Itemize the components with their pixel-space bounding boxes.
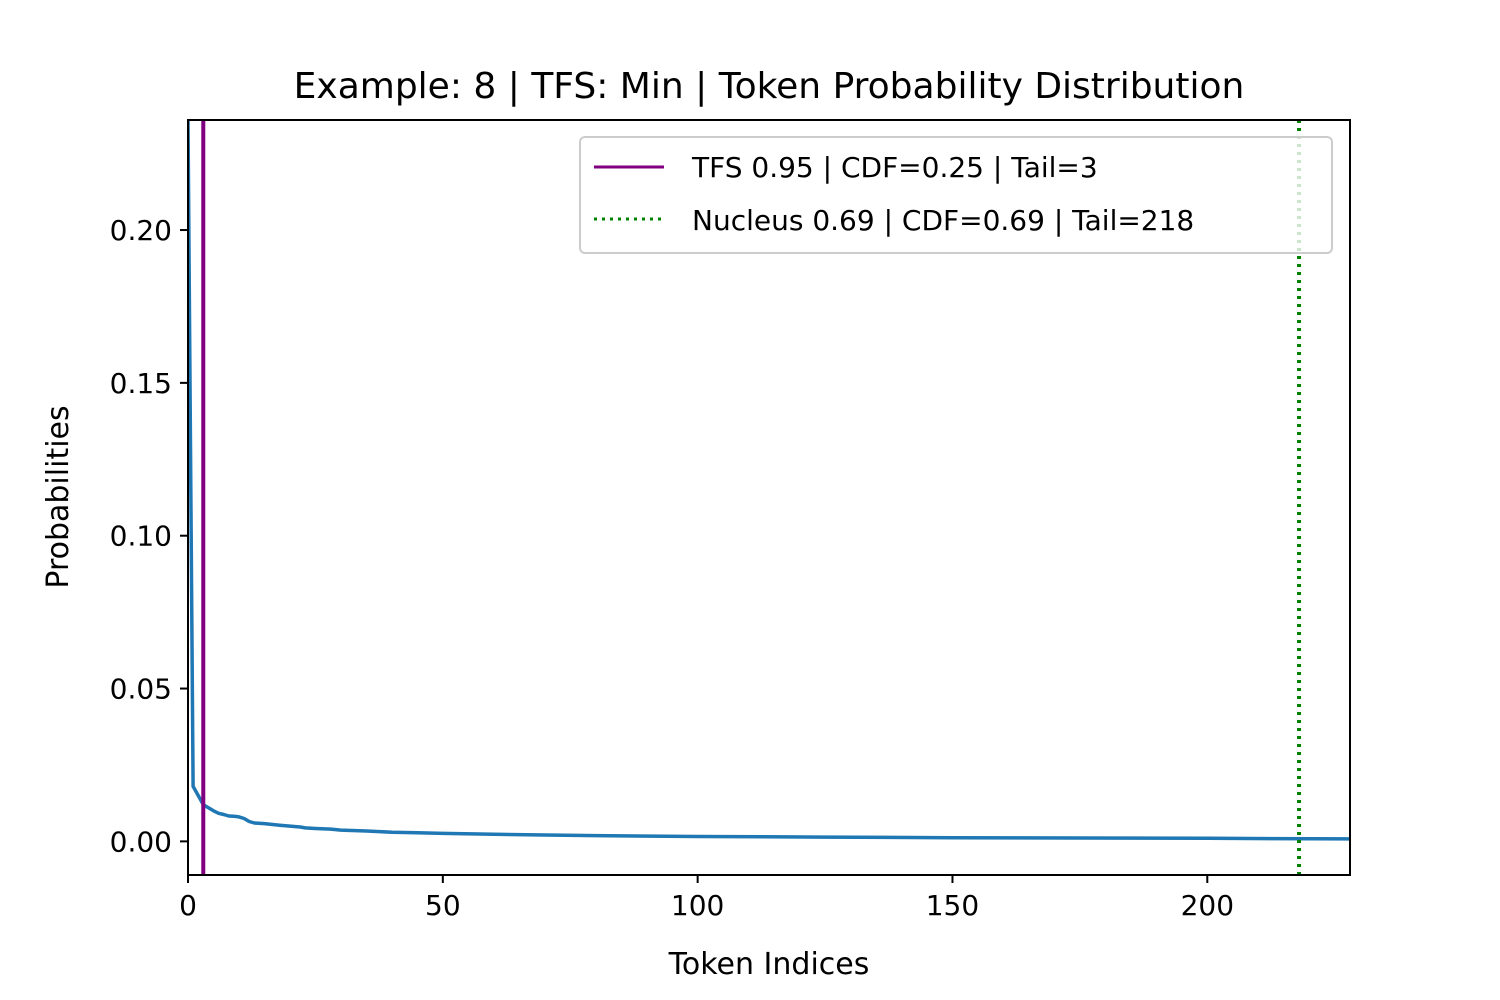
y-tick-label: 0.20 — [110, 214, 172, 247]
plot-area — [188, 120, 1350, 875]
y-tick-label: 0.00 — [110, 825, 172, 858]
legend-box — [579, 136, 1333, 254]
x-axis-ticks: 0 50 100 150 200 — [179, 875, 1234, 922]
x-tick-label: 100 — [671, 889, 724, 922]
legend: TFS 0.95 | CDF=0.25 | Tail=3 Nucleus 0.6… — [579, 136, 1333, 254]
x-axis-label: Token Indices — [668, 947, 870, 982]
chart-title: Example: 8 | TFS: Min | Token Probabilit… — [294, 66, 1245, 107]
x-tick-label: 200 — [1181, 889, 1234, 922]
x-tick-label: 50 — [425, 889, 461, 922]
y-tick-label: 0.10 — [110, 520, 172, 553]
plot-frame — [187, 119, 1351, 876]
y-axis-ticks: 0.00 0.05 0.10 0.15 0.20 — [110, 214, 188, 858]
x-tick-label: 150 — [926, 889, 979, 922]
series-line-0 — [188, 120, 1350, 841]
y-tick-label: 0.05 — [110, 673, 172, 706]
y-tick-label: 0.15 — [110, 367, 172, 400]
y-axis-label: Probabilities — [41, 405, 76, 588]
legend-label-tfs: TFS 0.95 | CDF=0.25 | Tail=3 — [691, 151, 1098, 184]
legend-label-nucleus: Nucleus 0.69 | CDF=0.69 | Tail=218 — [692, 204, 1194, 237]
x-tick-label: 0 — [179, 889, 197, 922]
